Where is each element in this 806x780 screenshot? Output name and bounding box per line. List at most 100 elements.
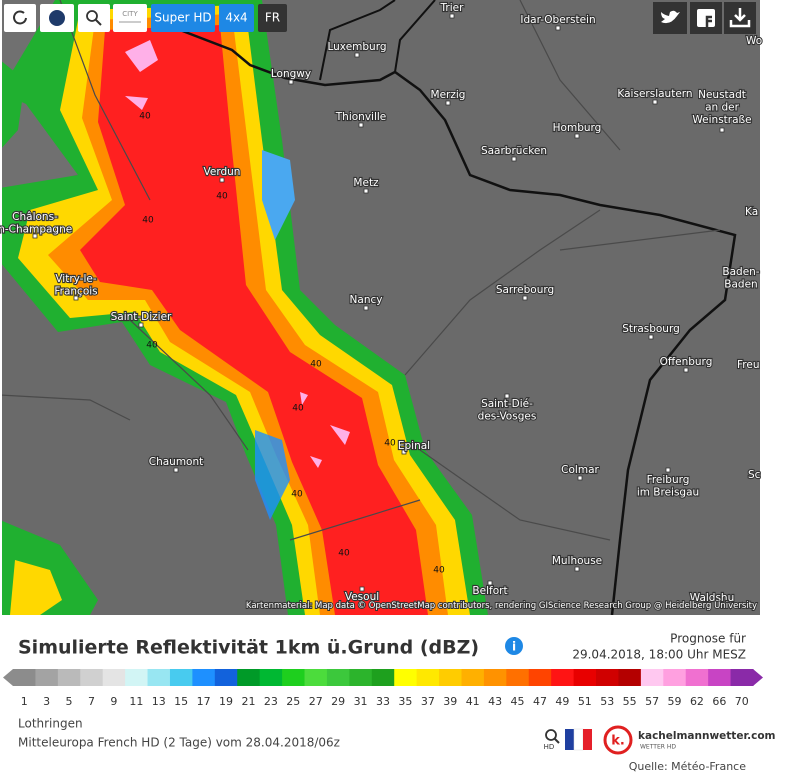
info-button[interactable] xyxy=(505,637,523,655)
city-marker xyxy=(363,188,369,194)
contour-label: 40 xyxy=(292,404,304,414)
city-label: Strasbourg xyxy=(622,323,680,335)
map xyxy=(2,0,760,615)
scale-segment xyxy=(326,669,350,686)
city-label: Ka xyxy=(745,206,758,218)
scale-segment xyxy=(416,669,440,686)
color-scale: 1 3 5 7 9 11 13 15 17 19 21 23 25 27 29 31 33 35 37 39 41 43 4… xyxy=(3,669,763,708)
scale-segment xyxy=(618,669,642,686)
region-name: Lothringen xyxy=(18,717,83,731)
scale-label: 41 xyxy=(466,695,480,708)
reload-button[interactable] xyxy=(4,4,36,32)
city-marker xyxy=(288,79,294,85)
scale-label: 23 xyxy=(264,695,278,708)
city-marker xyxy=(719,127,725,133)
scale-segment xyxy=(506,669,530,686)
scale-label: 11 xyxy=(129,695,143,708)
city-label: Nancy xyxy=(350,294,383,306)
city-marker xyxy=(73,295,79,301)
city-marker xyxy=(363,305,369,311)
city-label: Mulhouse xyxy=(552,555,602,567)
city-label: Metz xyxy=(353,177,379,189)
legend-title: Simulierte Reflektivität 1km ü.Grund (dB… xyxy=(18,637,479,659)
city-marker xyxy=(648,334,654,340)
scale-segment xyxy=(349,669,373,686)
city-marker xyxy=(138,322,144,328)
forecast-label: Prognose für xyxy=(670,632,746,646)
grid-button[interactable] xyxy=(219,4,254,32)
city-label: Baden- xyxy=(722,266,759,278)
city-label: Longwy xyxy=(271,68,311,80)
contour-label: 40 xyxy=(291,490,303,500)
scale-label: 29 xyxy=(331,695,345,708)
city-label: Offenburg xyxy=(660,356,713,368)
scale-segment xyxy=(35,669,59,686)
scale-label: 7 xyxy=(88,695,95,708)
scale-label: 49 xyxy=(555,695,569,708)
scale-label: 21 xyxy=(241,695,255,708)
city-marker xyxy=(487,580,493,586)
city-marker xyxy=(449,13,455,19)
scale-segment xyxy=(685,669,709,686)
scale-segment xyxy=(214,669,238,686)
scale-label: 9 xyxy=(110,695,117,708)
city-marker xyxy=(555,25,561,31)
scale-segment xyxy=(663,669,687,686)
scale-segment xyxy=(708,669,732,686)
city-marker xyxy=(683,367,689,373)
flag-france xyxy=(565,728,592,751)
scale-label: 33 xyxy=(376,695,390,708)
city-label: Waldshu xyxy=(690,592,735,604)
city-marker xyxy=(652,99,658,105)
contour-label: 40 xyxy=(142,216,154,226)
city-label: Freu xyxy=(737,359,759,371)
toolbar: CITY Super HD 4x4 FR xyxy=(4,4,287,32)
scale-segment xyxy=(237,669,261,686)
scale-label: 70 xyxy=(735,695,749,708)
scale-label: 13 xyxy=(152,695,166,708)
contour-labels: 40 40 40 40 40 40 40 40 40 40 xyxy=(139,112,445,576)
city-label: Sc xyxy=(748,469,761,481)
city-labels: Trier Idar-Oberstein Luxemburg Longwy Merzig… xyxy=(0,1,763,605)
super-hd-button[interactable] xyxy=(151,4,215,32)
city-marker xyxy=(665,467,671,473)
city-label: Chaumont xyxy=(149,456,204,468)
city-label: Saint-Dié- xyxy=(481,398,533,410)
city-marker xyxy=(358,122,364,128)
scale-label: 53 xyxy=(600,695,614,708)
forecast-time: 29.04.2018, 18:00 Uhr MESZ xyxy=(572,648,746,662)
city-label: Merzig xyxy=(431,89,466,101)
scale-segment xyxy=(573,669,597,686)
city-toggle-label: CITY xyxy=(122,10,138,18)
city-label: Belfort xyxy=(472,585,507,597)
button-label: Super HD xyxy=(154,11,211,25)
scale-segment xyxy=(192,669,216,686)
brand-name: kachelmannwetter.com xyxy=(638,730,776,742)
brand-logo xyxy=(603,725,633,755)
brand-subtitle: WETTER HD xyxy=(640,744,676,751)
city-label: Thionville xyxy=(335,111,387,123)
city-label: en-Champagne xyxy=(0,224,72,236)
scale-segment xyxy=(282,669,306,686)
scale-label: 45 xyxy=(511,695,525,708)
region-button[interactable] xyxy=(258,4,287,32)
scale-arrow-right xyxy=(753,669,763,686)
city-button[interactable] xyxy=(113,4,147,32)
map-attribution: Kartenmaterial: Map data © OpenStreetMap… xyxy=(246,601,757,611)
data-source: Quelle: Météo-France xyxy=(629,760,747,773)
scale-segment xyxy=(596,669,619,686)
scale-label: 25 xyxy=(286,695,300,708)
city-label: Homburg xyxy=(553,122,602,134)
scale-segment xyxy=(304,669,328,686)
city-label: Kaiserslautern xyxy=(617,88,692,100)
scale-segment xyxy=(483,669,507,686)
city-label: Luxemburg xyxy=(327,41,386,53)
scale-segment xyxy=(551,669,575,686)
svg-text:i: i xyxy=(512,640,516,654)
contour-label: 40 xyxy=(310,360,322,370)
city-label: des-Vosges xyxy=(478,411,537,423)
city-marker xyxy=(173,467,179,473)
brand-logo-text: k. xyxy=(611,734,625,749)
scale-label: 43 xyxy=(488,695,502,708)
zoom-button[interactable] xyxy=(78,4,110,32)
